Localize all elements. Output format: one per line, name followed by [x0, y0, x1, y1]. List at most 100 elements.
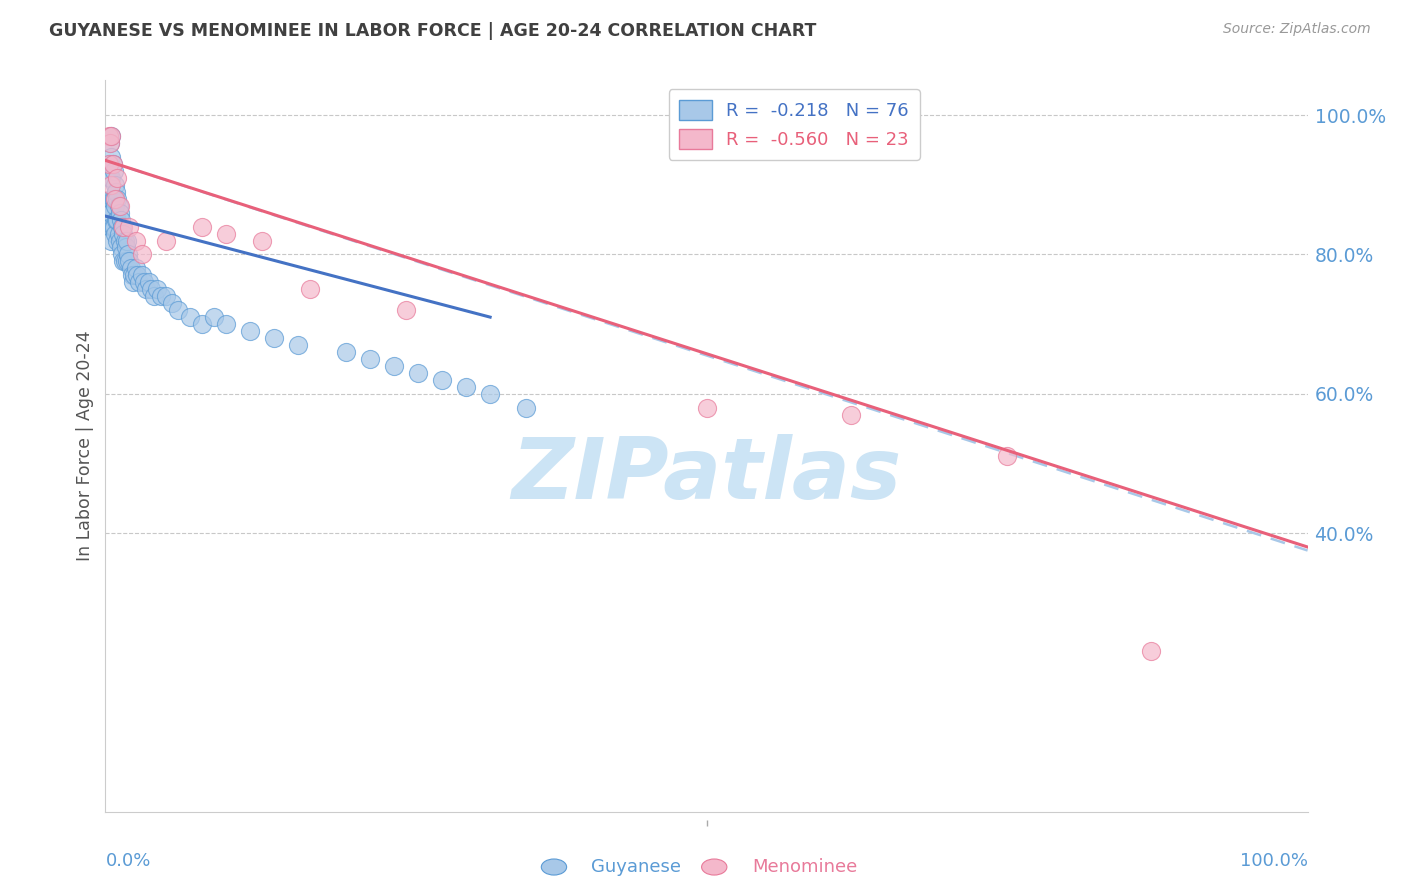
Point	[146, 282, 169, 296]
Point	[98, 157, 121, 171]
Point	[125, 268, 148, 283]
Point	[287, 338, 309, 352]
Point	[124, 261, 146, 276]
Point	[114, 234, 136, 248]
Point	[105, 212, 128, 227]
Point	[395, 303, 418, 318]
Point	[101, 219, 124, 234]
Point	[103, 192, 125, 206]
Point	[190, 219, 212, 234]
Point	[100, 205, 122, 219]
Point	[107, 234, 129, 248]
Point	[112, 227, 135, 241]
Point	[101, 192, 124, 206]
Text: ZIPatlas: ZIPatlas	[512, 434, 901, 516]
Point	[155, 289, 177, 303]
Point	[124, 268, 146, 283]
Point	[107, 227, 129, 241]
Point	[98, 199, 121, 213]
Point	[214, 227, 236, 241]
Point	[430, 373, 453, 387]
Point	[454, 380, 477, 394]
Point	[107, 212, 129, 227]
Point	[98, 205, 121, 219]
Text: 100.0%: 100.0%	[1240, 852, 1308, 870]
Point	[124, 234, 146, 248]
Point	[107, 199, 129, 213]
Point	[121, 268, 143, 283]
Text: 0.0%: 0.0%	[105, 852, 150, 870]
Point	[98, 170, 121, 185]
Y-axis label: In Labor Force | Age 20-24: In Labor Force | Age 20-24	[76, 331, 94, 561]
Point	[101, 157, 124, 171]
Point	[250, 234, 273, 248]
Point	[117, 247, 139, 261]
Point	[382, 359, 405, 373]
Point	[107, 170, 129, 185]
Point	[263, 331, 285, 345]
Text: GUYANESE VS MENOMINEE IN LABOR FORCE | AGE 20-24 CORRELATION CHART: GUYANESE VS MENOMINEE IN LABOR FORCE | A…	[49, 22, 817, 40]
Point	[98, 157, 121, 171]
Point	[100, 128, 122, 143]
Point	[100, 219, 122, 234]
Point	[112, 254, 135, 268]
Point	[135, 282, 157, 296]
Point	[298, 282, 321, 296]
Point	[98, 136, 121, 150]
Point	[118, 254, 141, 268]
Point	[359, 351, 381, 366]
Point	[214, 317, 236, 331]
Point	[160, 296, 183, 310]
Point	[115, 254, 138, 268]
Point	[112, 219, 135, 234]
Point	[239, 324, 262, 338]
Point	[128, 275, 150, 289]
Point	[335, 345, 357, 359]
Point	[110, 212, 132, 227]
Point	[101, 157, 124, 171]
Point	[111, 247, 134, 261]
Point	[108, 205, 131, 219]
Point	[406, 366, 429, 380]
Point	[100, 178, 122, 192]
Point	[104, 178, 127, 192]
Point	[111, 219, 134, 234]
Point	[107, 192, 129, 206]
Text: Menominee: Menominee	[752, 858, 858, 876]
Point	[122, 275, 145, 289]
Point	[115, 234, 138, 248]
Text: Source: ZipAtlas.com: Source: ZipAtlas.com	[1223, 22, 1371, 37]
Point	[131, 247, 153, 261]
Point	[100, 170, 122, 185]
Point	[515, 401, 537, 415]
Point	[100, 234, 122, 248]
Point	[1140, 644, 1163, 658]
Point	[104, 199, 127, 213]
Point	[103, 164, 125, 178]
Point	[100, 192, 122, 206]
Point	[118, 219, 141, 234]
Point	[104, 227, 127, 241]
Point	[114, 254, 136, 268]
Point	[100, 128, 122, 143]
Point	[149, 289, 172, 303]
Point	[839, 408, 862, 422]
Point	[105, 185, 128, 199]
Point	[479, 386, 502, 401]
Point	[202, 310, 225, 325]
Point	[166, 303, 188, 318]
Point	[142, 289, 165, 303]
Legend: R =  -0.218   N = 76, R =  -0.560   N = 23: R = -0.218 N = 76, R = -0.560 N = 23	[669, 89, 920, 160]
Point	[131, 268, 153, 283]
Point	[108, 199, 131, 213]
Point	[696, 401, 718, 415]
Text: Guyanese: Guyanese	[591, 858, 681, 876]
Point	[103, 219, 125, 234]
Point	[110, 240, 132, 254]
Point	[138, 275, 160, 289]
Point	[104, 192, 127, 206]
Point	[155, 234, 177, 248]
Point	[98, 128, 121, 143]
Point	[179, 310, 201, 325]
Point	[190, 317, 212, 331]
